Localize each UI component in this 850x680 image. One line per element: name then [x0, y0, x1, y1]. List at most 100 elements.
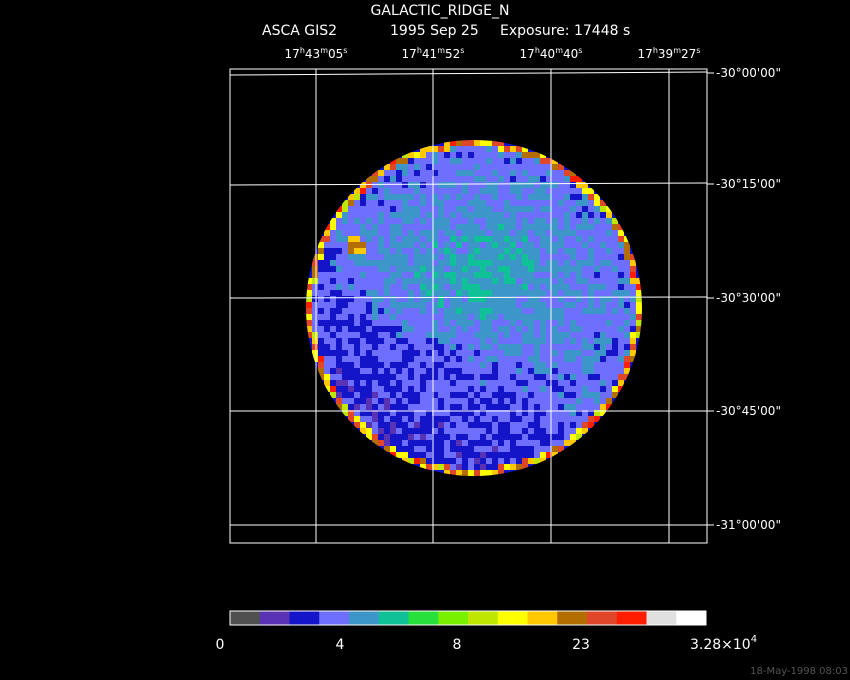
pixel	[480, 218, 486, 224]
colorbar-swatch	[259, 611, 290, 625]
pixel	[546, 416, 552, 422]
pixel	[372, 260, 378, 266]
pixel	[372, 272, 378, 278]
pixel	[600, 374, 606, 380]
pixel	[510, 362, 516, 368]
pixel	[402, 320, 408, 326]
pixel	[456, 284, 462, 290]
pixel	[480, 260, 486, 266]
pixel	[564, 356, 570, 362]
pixel	[480, 446, 486, 452]
pixel	[390, 308, 396, 314]
pixel	[606, 278, 612, 284]
pixel	[372, 206, 378, 212]
pixel	[546, 188, 552, 194]
pixel	[534, 278, 540, 284]
pixel	[390, 206, 396, 212]
pixel	[474, 236, 480, 242]
pixel	[450, 458, 456, 464]
pixel	[450, 152, 456, 158]
pixel	[420, 224, 426, 230]
pixel	[432, 254, 438, 260]
pixel	[636, 284, 642, 290]
pixel	[426, 332, 432, 338]
pixel	[546, 182, 552, 188]
pixel	[396, 320, 402, 326]
pixel	[462, 446, 468, 452]
pixel	[504, 224, 510, 230]
pixel	[582, 290, 588, 296]
pixel	[408, 248, 414, 254]
pixel	[486, 416, 492, 422]
pixel	[510, 320, 516, 326]
pixel	[390, 446, 396, 452]
pixel	[528, 428, 534, 434]
pixel	[462, 176, 468, 182]
pixel	[366, 356, 372, 362]
pixel	[348, 416, 354, 422]
pixel	[366, 272, 372, 278]
pixel	[540, 290, 546, 296]
pixel	[414, 326, 420, 332]
pixel	[576, 200, 582, 206]
pixel	[366, 290, 372, 296]
pixel	[456, 308, 462, 314]
pixel	[402, 296, 408, 302]
pixel	[552, 434, 558, 440]
pixel	[390, 398, 396, 404]
pixel	[576, 182, 582, 188]
pixel	[414, 380, 420, 386]
pixel	[618, 236, 624, 242]
pixel	[504, 248, 510, 254]
pixel	[510, 368, 516, 374]
pixel	[480, 386, 486, 392]
pixel	[408, 422, 414, 428]
pixel	[522, 326, 528, 332]
dec-label: -31°00'00"	[716, 518, 781, 532]
pixel	[462, 212, 468, 218]
pixel	[438, 254, 444, 260]
pixel	[492, 308, 498, 314]
pixel	[504, 380, 510, 386]
pixel	[474, 212, 480, 218]
pixel	[600, 362, 606, 368]
pixel	[534, 344, 540, 350]
pixel	[558, 308, 564, 314]
ra-value: 43	[305, 47, 320, 61]
pixel	[336, 344, 342, 350]
pixel	[516, 236, 522, 242]
pixel	[450, 182, 456, 188]
pixel	[510, 302, 516, 308]
pixel	[498, 152, 504, 158]
pixel	[564, 224, 570, 230]
pixel	[426, 398, 432, 404]
pixel	[438, 290, 444, 296]
pixel	[450, 218, 456, 224]
pixel	[420, 266, 426, 272]
pixel	[552, 224, 558, 230]
pixel	[420, 344, 426, 350]
pixel	[468, 356, 474, 362]
pixel	[318, 278, 324, 284]
pixel	[486, 470, 492, 476]
pixel	[594, 236, 600, 242]
pixel	[492, 422, 498, 428]
pixel	[378, 422, 384, 428]
pixel	[354, 236, 360, 242]
pixel	[348, 404, 354, 410]
pixel	[444, 140, 450, 146]
pixel	[552, 242, 558, 248]
pixel	[504, 278, 510, 284]
pixel	[432, 422, 438, 428]
pixel	[498, 446, 504, 452]
pixel	[462, 182, 468, 188]
pixel	[474, 374, 480, 380]
pixel	[498, 470, 504, 476]
pixel	[504, 194, 510, 200]
pixel	[414, 308, 420, 314]
pixel	[600, 392, 606, 398]
pixel	[468, 290, 474, 296]
pixel	[348, 380, 354, 386]
pixel	[534, 452, 540, 458]
